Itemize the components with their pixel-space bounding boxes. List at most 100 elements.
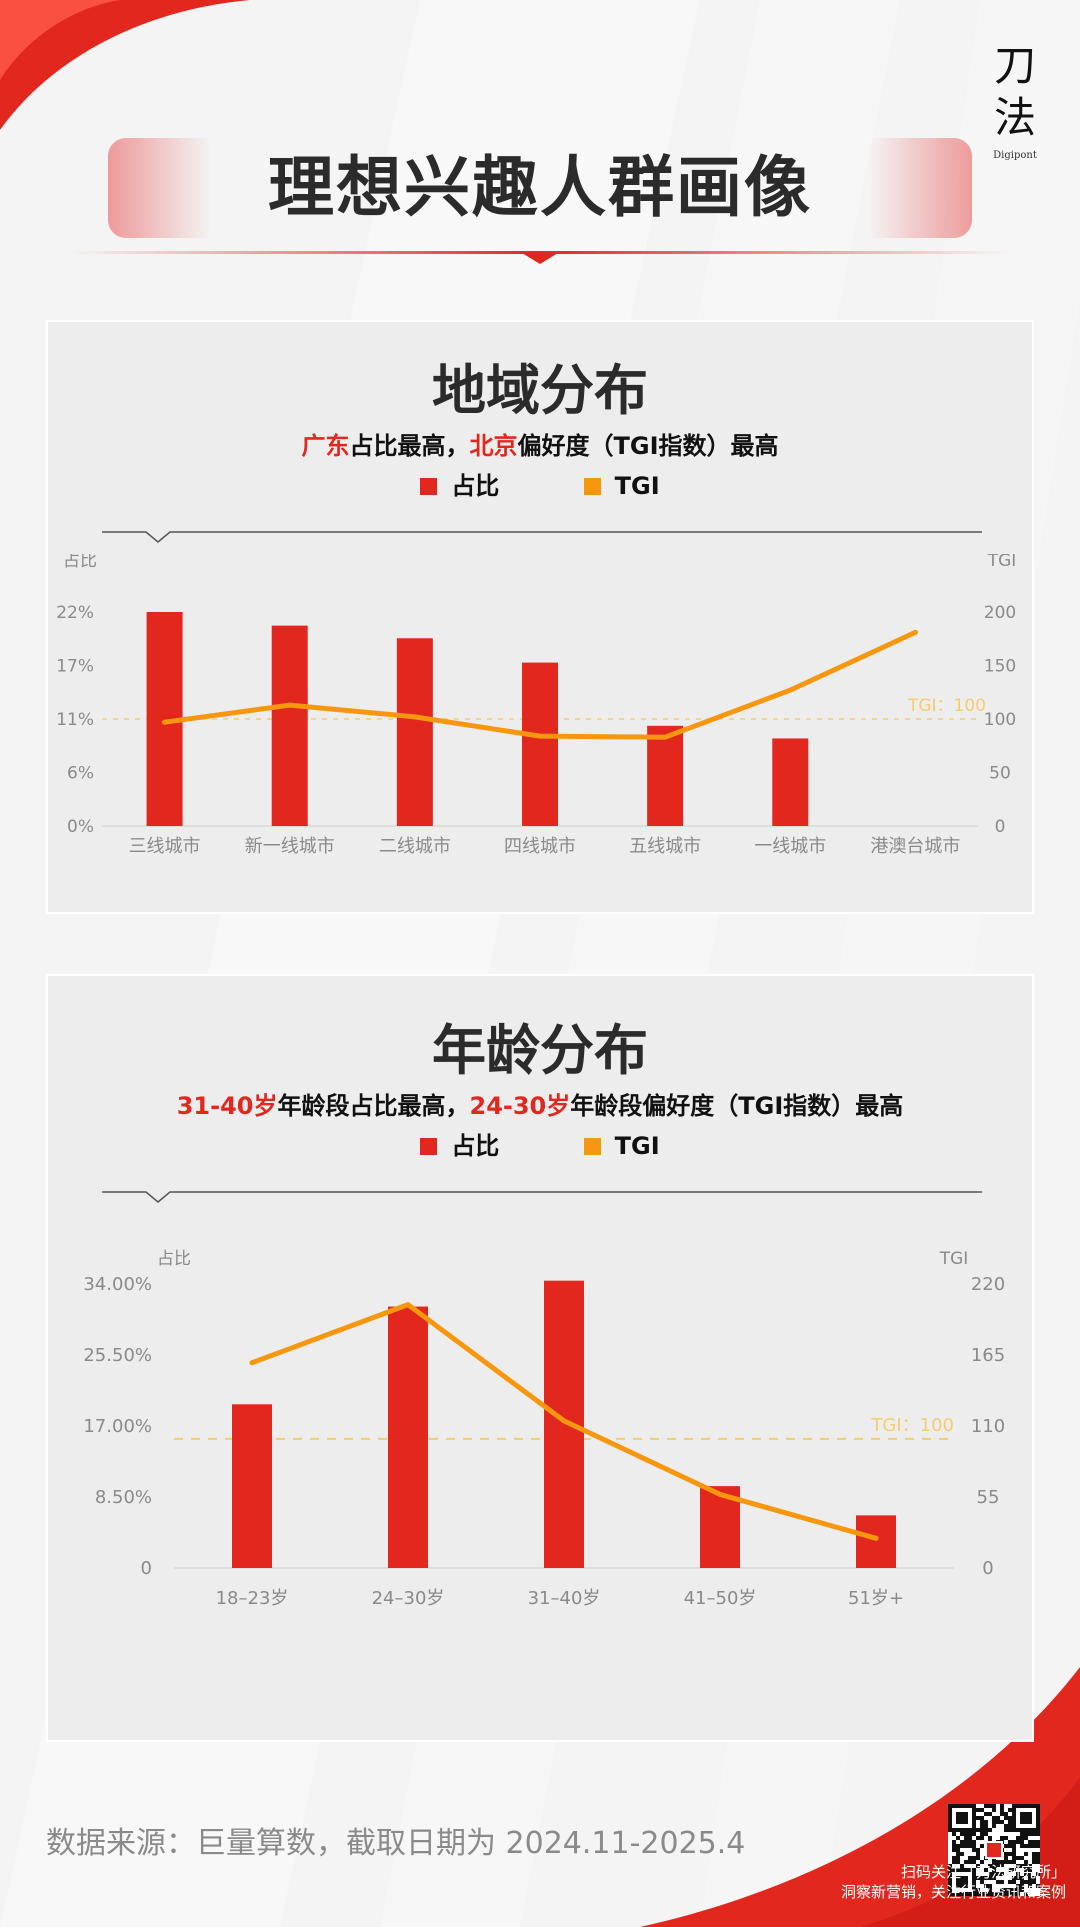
- y-tick-right: 0: [982, 1558, 993, 1579]
- x-tick-label: 二线城市: [379, 836, 451, 857]
- bar-五线城市: [647, 725, 684, 826]
- corner-decoration-top-left: [0, 0, 250, 130]
- logo-glyph-2: 法: [993, 93, 1036, 142]
- legend-swatch-share: [420, 1138, 438, 1155]
- legend-label-share: 占比: [451, 472, 500, 500]
- tgi-point-41–50岁: [717, 1491, 723, 1497]
- title-band: [108, 138, 972, 238]
- y-axis-right-title: TGI: [939, 1249, 969, 1269]
- tgi-reference-label: TGI：100: [870, 1415, 954, 1436]
- tgi-point-一线城市: [787, 687, 793, 693]
- age-subtitle: 31-40岁年龄段占比最高，24-30岁年龄段偏好度（TGI指数）最高: [48, 1086, 1032, 1121]
- y-tick-left: 8.50%: [95, 1487, 152, 1508]
- y-tick-left: 6%: [67, 764, 94, 784]
- bar-51岁+: [856, 1515, 896, 1568]
- age-divider: [102, 1191, 982, 1203]
- y-tick-left: 11%: [56, 710, 94, 730]
- legend-swatch-share: [420, 478, 438, 495]
- age-title: 年龄分布: [432, 1019, 648, 1082]
- y-tick-right: 220: [971, 1274, 1005, 1295]
- y-tick-right: 110: [971, 1416, 1005, 1437]
- bar-一线城市: [772, 738, 809, 826]
- legend-swatch-tgi: [583, 1138, 601, 1155]
- y-tick-left: 34.00%: [83, 1274, 152, 1295]
- y-tick-right: 50: [989, 764, 1011, 784]
- x-tick-label: 41–50岁: [684, 1588, 757, 1609]
- legend-swatch-tgi: [583, 478, 601, 495]
- region-subtitle: 广东占比最高，北京偏好度（TGI指数）最高: [48, 426, 1032, 461]
- region-subtitle-tail: 偏好度（TGI指数）最高: [517, 432, 779, 460]
- x-tick-label: 四线城市: [504, 836, 576, 857]
- legend-item-share: 占比: [420, 1126, 499, 1161]
- page-title: 理想兴趣人群画像: [268, 149, 812, 226]
- qr-code[interactable]: [948, 1804, 1040, 1896]
- age-chart: 占比 TGI 0 8.50% 17.00% 25.50% 34.00% 0 55 110 165 22…: [83, 1249, 1005, 1609]
- bar-31–40岁: [544, 1280, 584, 1568]
- y-axis-left-title: 占比: [157, 1249, 191, 1269]
- region-card: 地域分布 广东占比最高，北京偏好度（TGI指数）最高 占比 TGI 占比 TGI 0…: [46, 320, 1034, 914]
- age-subtitle-tail: 年龄段偏好度（TGI指数）最高: [570, 1092, 904, 1120]
- region-title: 地域分布: [432, 359, 648, 422]
- qr-caption-line-1: 扫码关注「刀法研究所」: [900, 1863, 1066, 1881]
- tgi-point-五线城市: [662, 734, 668, 740]
- brand-logo: 刀 法 Digipont: [990, 40, 1040, 161]
- region-chart: 占比 TGI 0% 6% 11% 17% 22% 0 50 100 150 200 TGI：100 三线城…: [56, 554, 1017, 857]
- tgi-point-新一线城市: [287, 702, 293, 708]
- legend-item-tgi: TGI: [583, 1132, 660, 1160]
- tgi-point-四线城市: [537, 733, 543, 739]
- age-card: 年龄分布 31-40岁年龄段占比最高，24-30岁年龄段偏好度（TGI指数）最高…: [46, 974, 1034, 1742]
- x-tick-label: 18–23岁: [216, 1588, 289, 1609]
- title-notch: [522, 253, 558, 264]
- logo-glyph-1: 刀: [993, 41, 1036, 90]
- age-legend: 占比 TGI: [48, 1126, 1032, 1161]
- bar-18–23岁: [232, 1404, 272, 1568]
- x-tick-label: 51岁+: [848, 1588, 904, 1609]
- bar-四线城市: [522, 662, 558, 826]
- legend-label-tgi: TGI: [614, 472, 660, 500]
- qr-caption-line-2: 洞察新营销，关注行业资讯和案例: [840, 1883, 1066, 1901]
- tgi-point-港澳台城市: [912, 629, 918, 635]
- tgi-point-31–40岁: [561, 1418, 567, 1424]
- tgi-reference-label: TGI：100: [907, 696, 986, 716]
- age-subtitle-mid: 年龄段占比最高，: [277, 1092, 470, 1120]
- y-tick-right: 150: [984, 657, 1016, 677]
- bar-24–30岁: [388, 1306, 428, 1568]
- qr-caption: 扫码关注「刀法研究所」 洞察新营销，关注行业资讯和案例: [841, 1862, 1066, 1902]
- tgi-point-二线城市: [412, 714, 418, 720]
- legend-item-share: 占比: [420, 466, 499, 501]
- tgi-point-24–30岁: [405, 1302, 411, 1308]
- bar-二线城市: [396, 638, 433, 826]
- tgi-point-18–23岁: [249, 1360, 255, 1366]
- age-subtitle-highlight-1: 31-40岁: [176, 1092, 278, 1120]
- legend-label-share: 占比: [451, 1132, 500, 1160]
- y-tick-left: 17.00%: [83, 1416, 152, 1437]
- y-axis-right-title: TGI: [987, 554, 1017, 571]
- x-tick-label: 港澳台城市: [870, 836, 960, 857]
- region-subtitle-highlight-2: 北京: [469, 432, 518, 460]
- tgi-point-51岁+: [873, 1535, 879, 1541]
- x-tick-label: 三线城市: [129, 836, 201, 857]
- x-tick-label: 新一线城市: [245, 836, 335, 857]
- title-rule: [70, 251, 1010, 254]
- region-divider: [102, 531, 982, 543]
- y-tick-right: 0: [995, 817, 1006, 837]
- y-axis-left-title: 占比: [63, 554, 97, 571]
- y-tick-right: 55: [977, 1487, 1000, 1508]
- x-tick-label: 31–40岁: [528, 1588, 601, 1609]
- legend-item-tgi: TGI: [583, 472, 660, 500]
- y-tick-left: 0: [141, 1558, 152, 1579]
- bar-新一线城市: [271, 625, 308, 826]
- y-tick-left: 25.50%: [83, 1345, 152, 1366]
- legend-label-tgi: TGI: [614, 1132, 660, 1160]
- x-tick-label: 一线城市: [754, 836, 826, 857]
- y-tick-left: 22%: [56, 603, 94, 623]
- region-subtitle-mid: 占比最高，: [349, 432, 470, 460]
- y-tick-left: 17%: [56, 657, 94, 677]
- data-source-note: 数据来源：巨量算数，截取日期为 2024.11-2025.4: [46, 1826, 746, 1861]
- y-tick-right: 200: [984, 603, 1016, 623]
- y-tick-right: 100: [984, 710, 1016, 730]
- y-tick-right: 165: [971, 1345, 1005, 1366]
- logo-sub: Digipont: [993, 150, 1037, 161]
- x-tick-label: 五线城市: [629, 836, 701, 857]
- x-tick-label: 24–30岁: [372, 1588, 445, 1609]
